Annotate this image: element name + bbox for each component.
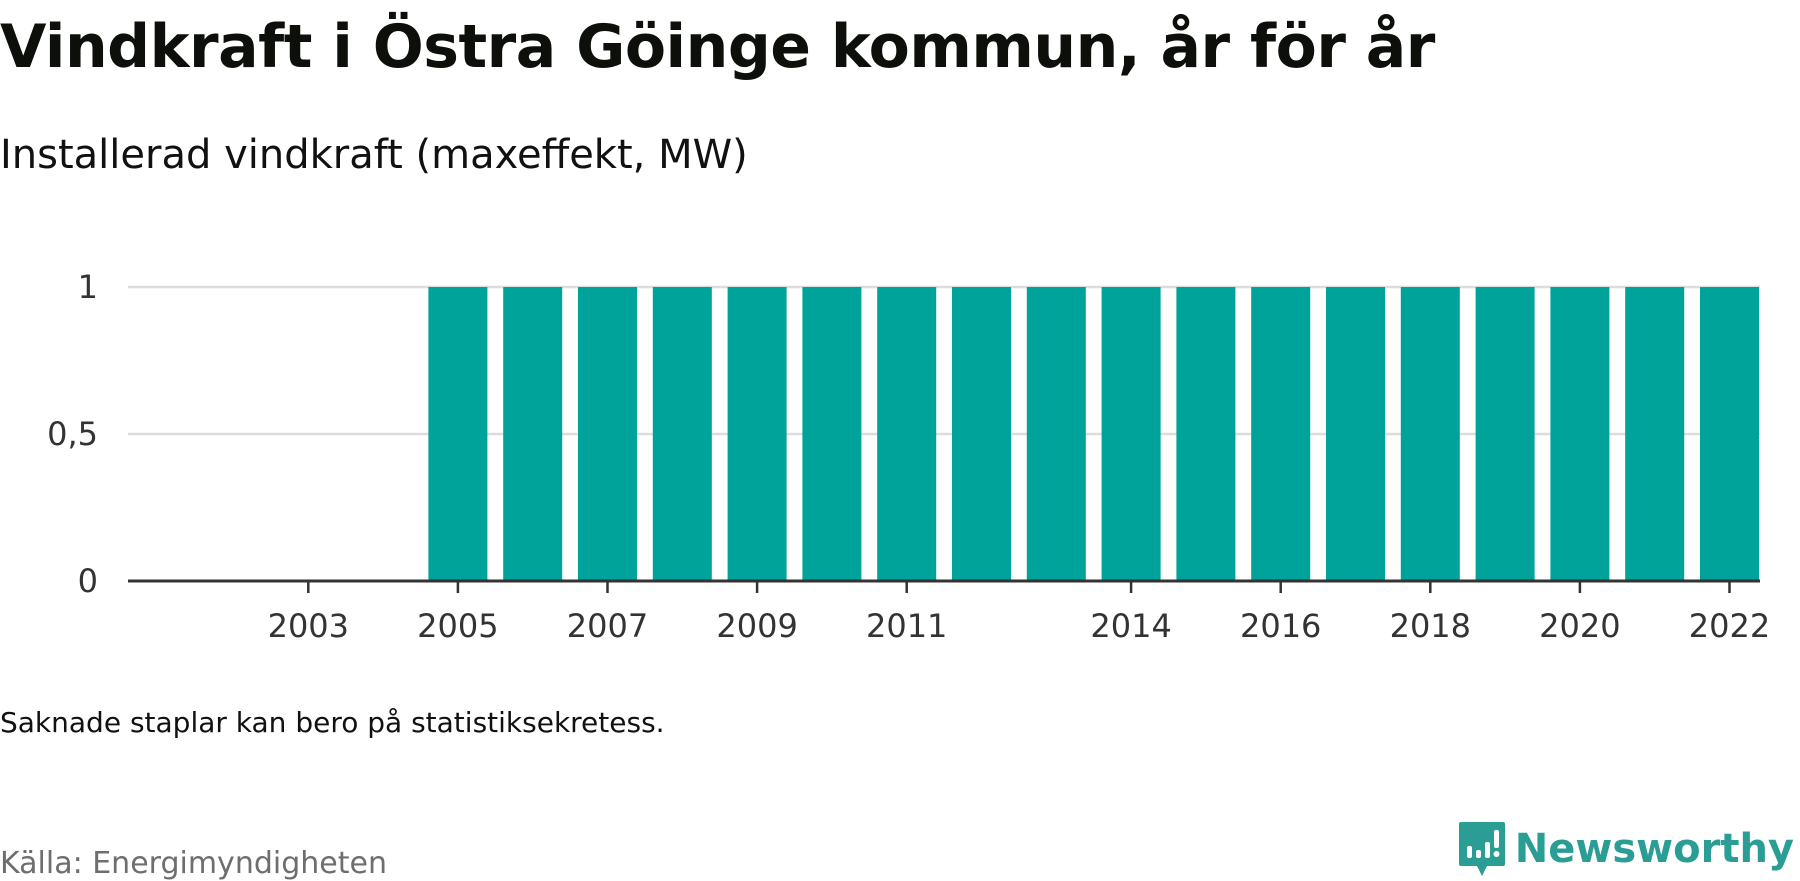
brand-logo[interactable]: Newsworthy: [1457, 820, 1794, 878]
bar-2018: [1400, 287, 1460, 581]
x-tick-label: 2016: [1240, 607, 1321, 645]
x-tick-label: 2018: [1390, 607, 1471, 645]
bar-2015: [1176, 287, 1236, 581]
bar-2005: [428, 287, 488, 581]
y-tick-label: 0: [78, 562, 98, 600]
y-tick-label: 0,5: [47, 415, 98, 453]
bar-2021: [1625, 287, 1685, 581]
x-tick-label: 2003: [268, 607, 349, 645]
x-axis-ticks: [307, 581, 1731, 593]
x-tick-label: 2022: [1689, 607, 1770, 645]
x-tick-label: 2011: [866, 607, 947, 645]
bar-2011: [877, 287, 937, 581]
chart-subtitle: Installerad vindkraft (maxeffekt, MW): [0, 132, 748, 178]
newsworthy-logo-icon: [1458, 822, 1505, 876]
bar-2022: [1700, 287, 1759, 581]
bar-2020: [1550, 287, 1610, 581]
bar-chart: 00,51 2003 2005 2007 2009 2011 2014 2016 2018 20…: [47, 268, 1771, 645]
brand-name: Newsworthy: [1514, 826, 1794, 872]
x-tick-label: 2005: [417, 607, 498, 645]
bar-2012: [952, 287, 1011, 581]
y-axis-labels: 00,51: [47, 268, 98, 600]
bar-2009: [727, 287, 787, 581]
bar-2006: [503, 287, 563, 581]
bars: [428, 287, 1759, 581]
bar-2014: [1101, 287, 1161, 581]
bar-2019: [1475, 287, 1535, 581]
y-tick-label: 1: [78, 268, 98, 306]
bar-2008: [652, 287, 712, 581]
bar-2010: [802, 287, 862, 581]
footnote: Saknade staplar kan bero på statistiksek…: [0, 706, 665, 739]
x-tick-label: 2009: [716, 607, 797, 645]
bar-2016: [1251, 287, 1311, 581]
bar-2007: [578, 287, 637, 581]
x-axis-labels: 2003 2005 2007 2009 2011 2014 2016 2018 2020 2022: [268, 607, 1771, 645]
bar-2013: [1026, 287, 1086, 581]
bar-2017: [1326, 287, 1385, 581]
chart-title: Vindkraft i Östra Göinge kommun, år för …: [0, 12, 1435, 82]
x-tick-label: 2020: [1539, 607, 1620, 645]
x-tick-label: 2007: [567, 607, 648, 645]
x-tick-label: 2014: [1090, 607, 1171, 645]
source-credit: Källa: Energimyndigheten: [0, 846, 387, 881]
